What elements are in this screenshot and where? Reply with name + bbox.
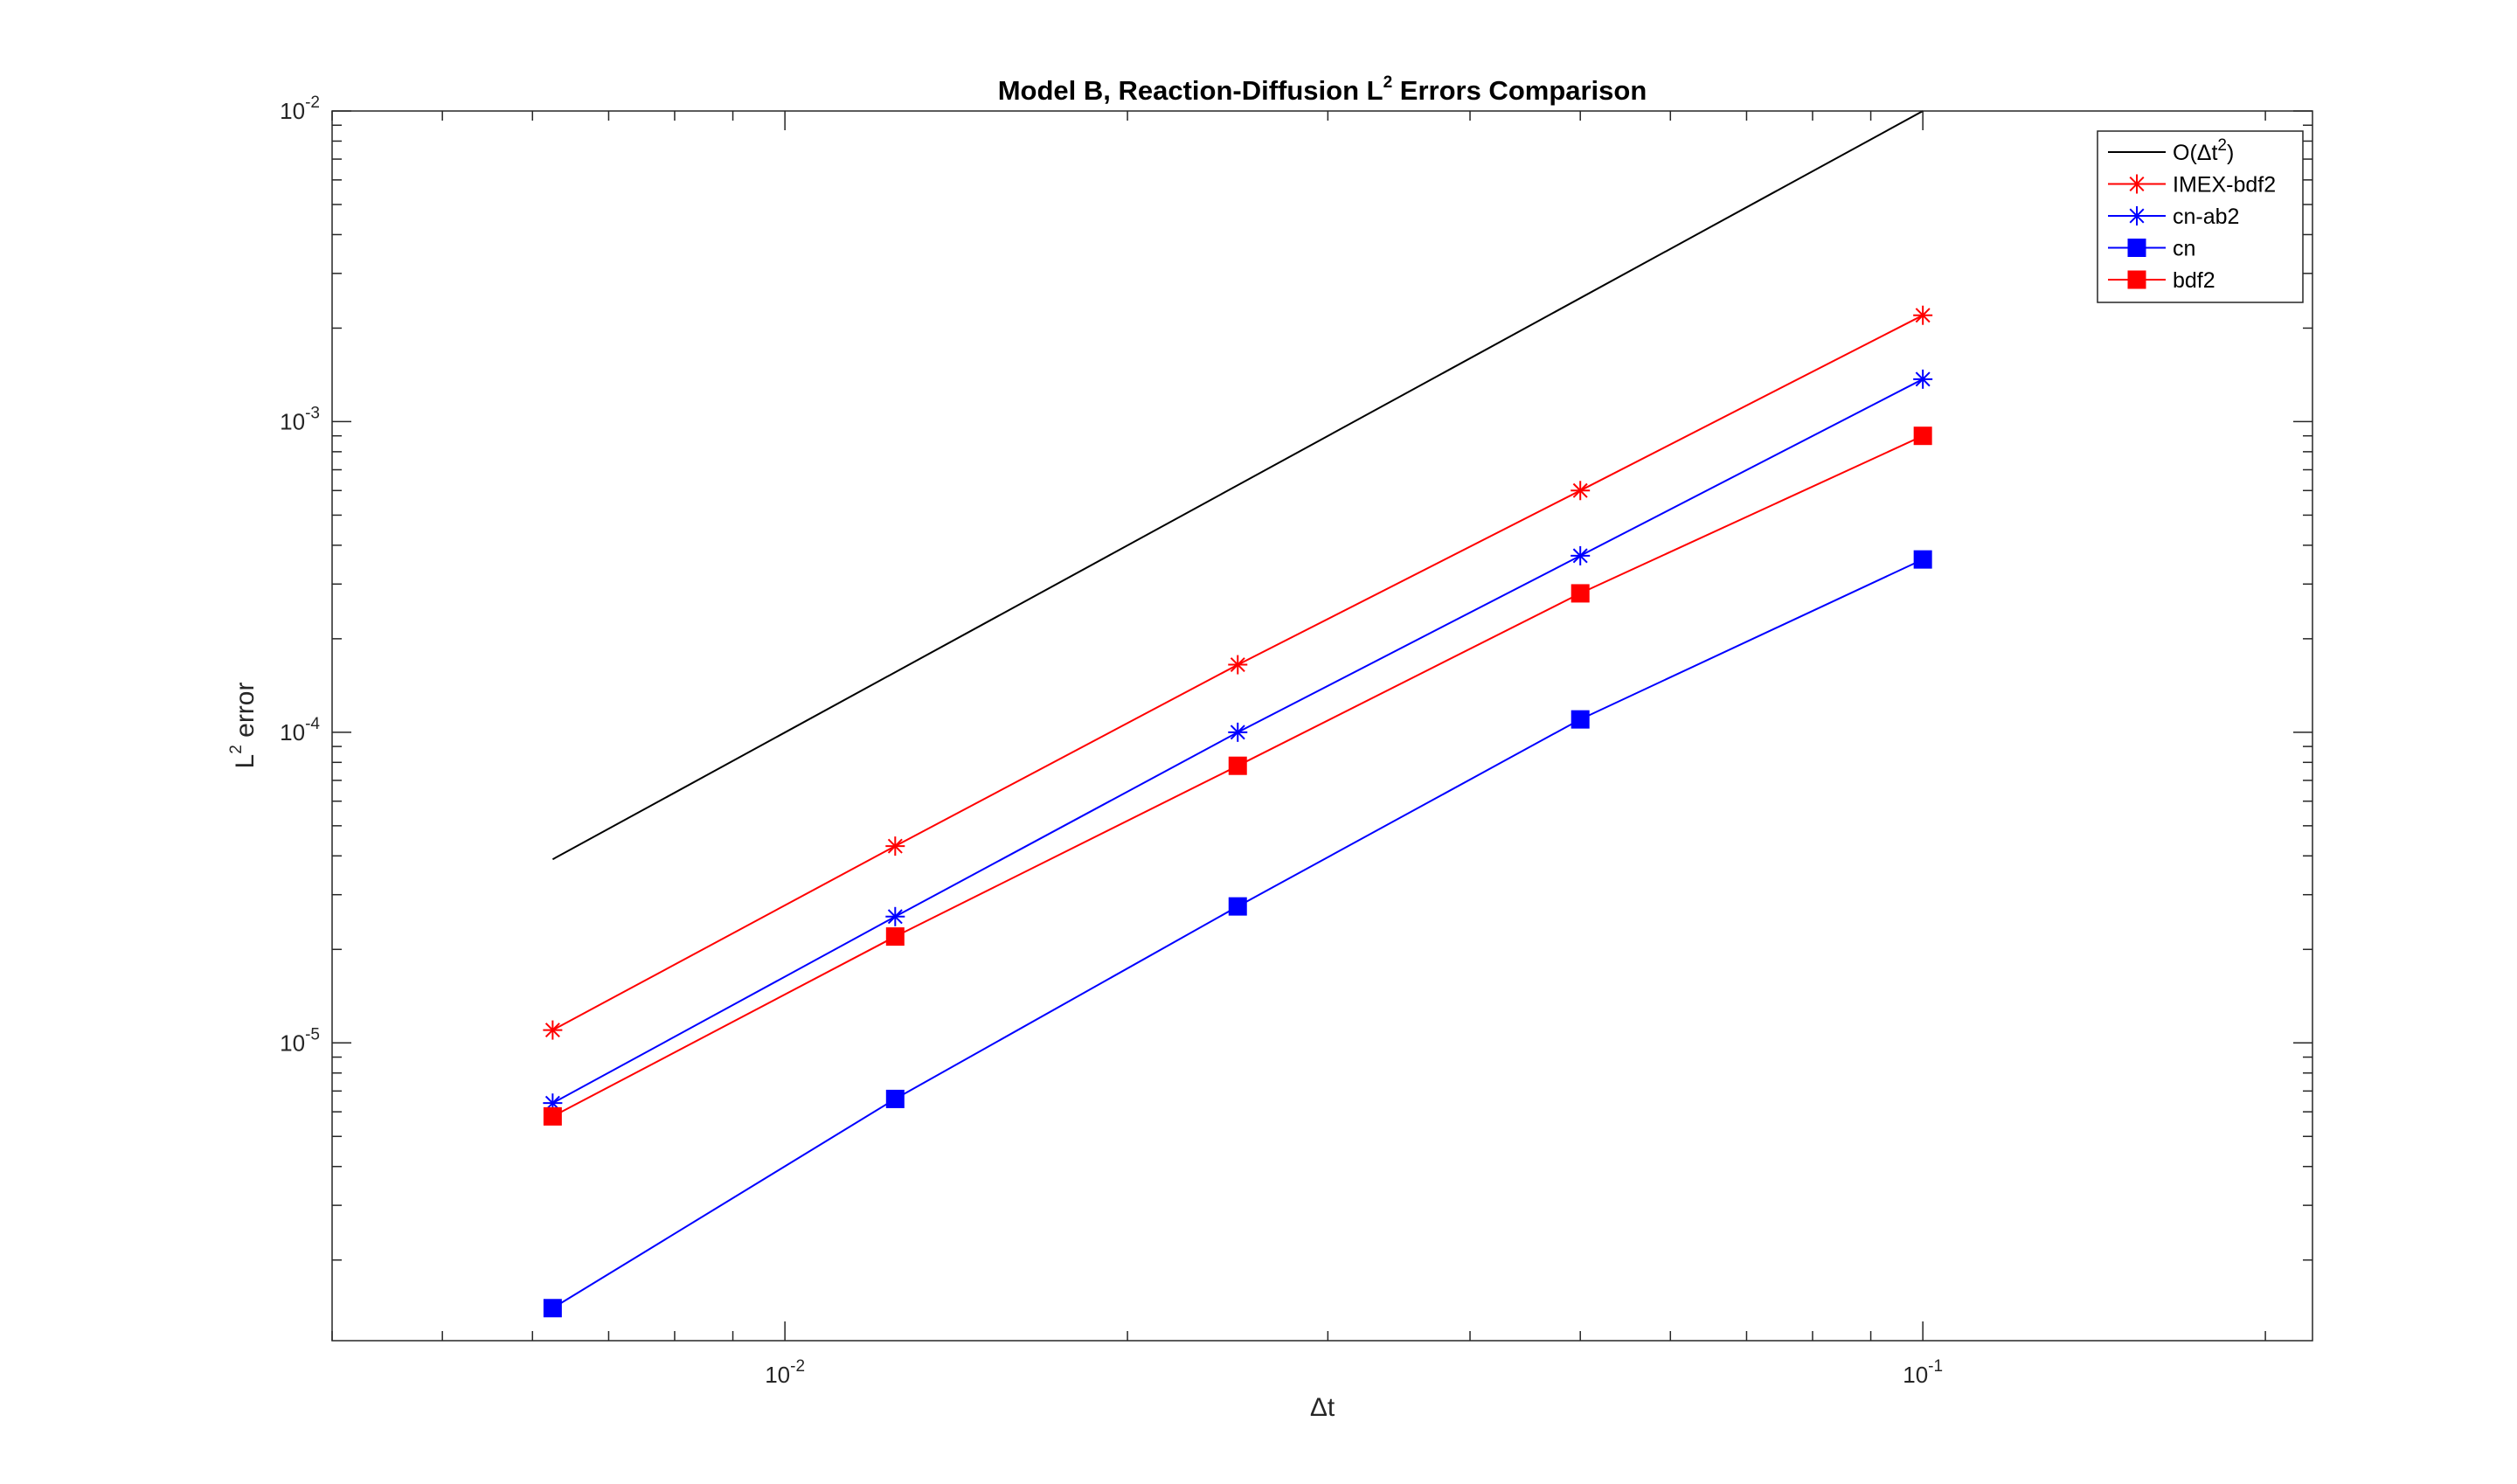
legend-item-cn-ab2: cn-ab2 <box>2108 205 2239 229</box>
series-line-ref <box>551 110 1924 861</box>
legend-label-cn-ab2: cn-ab2 <box>2173 205 2239 229</box>
data-point-cn <box>1571 710 1590 729</box>
data-point-imex-bdf2 <box>1571 481 1591 501</box>
legend-label-ref: O(Δt2) <box>2173 136 2234 165</box>
data-point-imex-bdf2 <box>543 1020 563 1040</box>
legend-label-imex-bdf2: IMEX-bdf2 <box>2173 173 2276 198</box>
data-point-cn-ab2 <box>885 906 905 926</box>
legend-marker-cn-ab2 <box>2127 206 2146 225</box>
data-point-cn-ab2 <box>1571 545 1591 565</box>
legend-marker-cn <box>2127 239 2146 257</box>
plot-frame <box>331 110 2313 1342</box>
chart-title: Model B, Reaction-Diffusion L2 Errors Co… <box>998 73 1647 106</box>
legend-item-imex-bdf2: IMEX-bdf2 <box>2108 173 2276 198</box>
legend-label-cn: cn <box>2173 237 2195 261</box>
series-ref <box>551 110 1924 861</box>
data-point-imex-bdf2 <box>1228 655 1248 675</box>
y-axis-label: L2 error <box>227 683 260 769</box>
legend: O(Δt2) IMEX-bdf2 cn-ab2 cn bdf2 <box>2097 130 2304 303</box>
data-point-cn <box>543 1299 562 1318</box>
x-tick-label: 10-1 <box>1903 1357 1943 1388</box>
legend-item-cn: cn <box>2108 237 2195 261</box>
plot-area <box>332 111 2312 1341</box>
x-axis-label: Δt <box>1310 1393 1335 1422</box>
legend-marker-bdf2 <box>2127 270 2146 289</box>
legend-marker-imex-bdf2 <box>2127 174 2146 194</box>
data-point-cn <box>1228 897 1247 916</box>
tick-labels: 10-2 10-1 10-5 10-4 10-3 10-2 <box>280 94 1943 1388</box>
y-tick-label: 10-3 <box>280 404 320 434</box>
data-point-cn <box>1913 550 1932 569</box>
y-tick-label: 10-5 <box>280 1025 320 1056</box>
data-point-bdf2 <box>1228 756 1247 775</box>
data-point-cn-ab2 <box>1228 722 1248 742</box>
data-point-imex-bdf2 <box>1913 305 1933 325</box>
minor-ticks <box>331 111 2312 1341</box>
x-tick-label: 10-2 <box>765 1357 805 1388</box>
series-bdf2 <box>543 426 1932 1126</box>
data-point-bdf2 <box>1913 426 1932 446</box>
data-point-bdf2 <box>885 927 905 947</box>
data-point-cn-ab2 <box>1913 369 1933 389</box>
series-imex-bdf2 <box>543 305 1933 1040</box>
data-point-bdf2 <box>1571 584 1590 603</box>
data-point-imex-bdf2 <box>885 836 905 856</box>
legend-item-ref: O(Δt2) <box>2108 136 2234 165</box>
data-point-cn <box>885 1089 905 1108</box>
legend-entries: O(Δt2) IMEX-bdf2 cn-ab2 cn bdf2 <box>2108 136 2276 293</box>
series-group <box>543 110 1933 1318</box>
legend-label-bdf2: bdf2 <box>2173 268 2215 293</box>
series-cn <box>543 550 1932 1318</box>
data-point-bdf2 <box>543 1106 562 1126</box>
y-tick-label: 10-2 <box>280 94 320 124</box>
y-tick-label: 10-4 <box>280 715 320 745</box>
legend-item-bdf2: bdf2 <box>2108 268 2215 293</box>
